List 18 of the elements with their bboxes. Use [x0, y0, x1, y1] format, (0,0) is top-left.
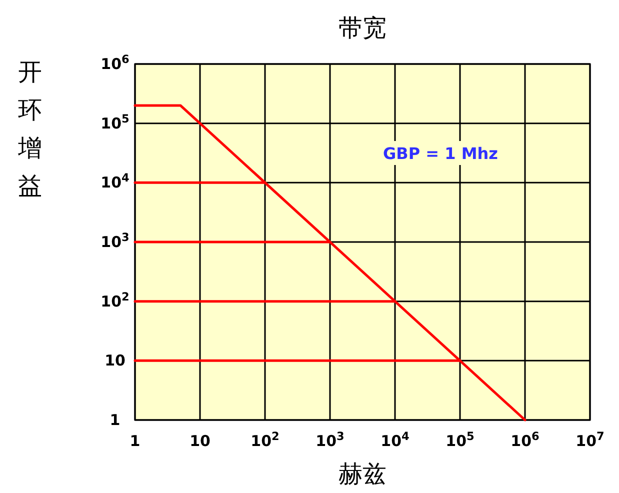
y-tick-label: 10 — [104, 352, 126, 370]
y-tick-label: 10$^{3}$ — [100, 230, 130, 251]
x-tick-label: 10$^{2}$ — [250, 430, 280, 450]
y-tick-label: 1 — [110, 411, 120, 429]
x-axis-title: 赫兹 — [338, 460, 386, 488]
x-tick-label: 10$^{4}$ — [380, 430, 410, 450]
x-tick-label: 10$^{6}$ — [510, 430, 540, 450]
x-tick-label: 10$^{3}$ — [316, 430, 344, 450]
x-tick-label: 10$^{7}$ — [576, 430, 604, 450]
chart-title: 带宽 — [338, 14, 386, 42]
y-axis-title: 开环增益 — [17, 58, 42, 200]
x-tick-label: 10 — [190, 432, 210, 450]
x-tick-label: 10$^{5}$ — [446, 430, 475, 450]
y-tick-label: 10$^{2}$ — [100, 290, 130, 310]
y-tick-label: 10$^{5}$ — [100, 112, 130, 132]
y-tick-label: 10$^{6}$ — [100, 52, 130, 73]
y-tick-label: 10$^{4}$ — [100, 171, 130, 192]
annotation: GBP = 1 Mhz — [383, 144, 498, 163]
